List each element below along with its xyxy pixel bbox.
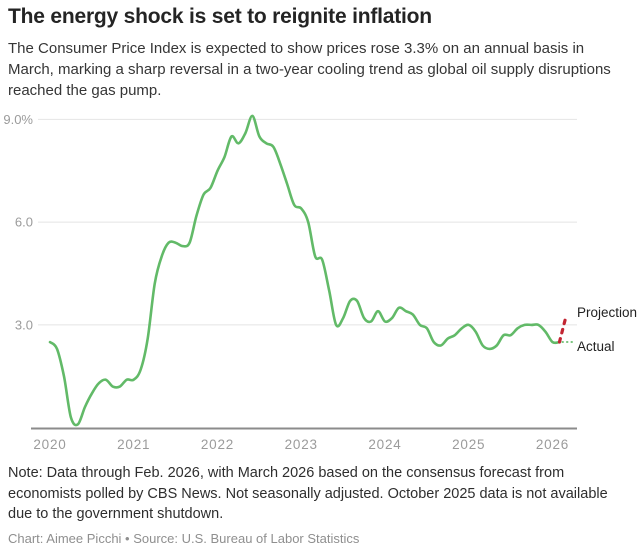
x-tick-label: 2026 [536,437,569,452]
x-tick-label: 2025 [452,437,485,452]
x-tick-label: 2022 [201,437,234,452]
projection-label: Projection [577,305,638,320]
chart-subtitle: The Consumer Price Index is expected to … [8,40,611,99]
x-tick-label: 2023 [285,437,318,452]
x-tick-label: 2020 [33,437,66,452]
actual-label: Actual [577,339,615,354]
chart-credit: Chart: Aimee Picchi • Source: U.S. Burea… [8,531,360,546]
chart-title: The energy shock is set to reignite infl… [8,5,432,28]
y-tick-label: 9.0% [3,112,33,127]
y-tick-label: 3.0 [15,317,33,332]
cpi-actual-line [48,114,561,427]
chart-note: Note: Data through Feb. 2026, with March… [8,465,608,522]
x-tick-label: 2021 [117,437,150,452]
projection-dashed-line [557,313,569,344]
y-tick-label: 6.0 [15,215,33,230]
x-tick-label: 2024 [368,437,401,452]
